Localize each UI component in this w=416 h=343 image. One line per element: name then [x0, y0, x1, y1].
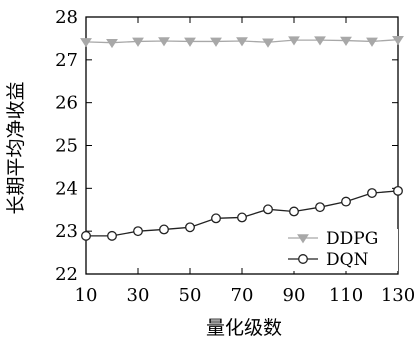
- data-point-dqn-100: [315, 202, 325, 213]
- series: [80, 35, 404, 241]
- data-point-dqn-40: [159, 224, 169, 235]
- y-tick-label-22: 22: [55, 264, 78, 285]
- x-tick-label-50: 50: [179, 285, 202, 306]
- data-point-dqn-20: [107, 230, 117, 241]
- data-point-ddpg-70: [236, 37, 248, 47]
- data-point-ddpg-30: [132, 37, 144, 47]
- y-tick-label-28: 28: [55, 7, 78, 28]
- y-tick-label-27: 27: [55, 50, 78, 71]
- data-point-ddpg-20: [106, 38, 118, 49]
- y-tick-label-26: 26: [55, 93, 78, 114]
- data-point-dqn-10: [81, 230, 91, 241]
- legend-label-dqn: DQN: [326, 250, 369, 270]
- data-point-dqn-90: [289, 206, 299, 217]
- y-axis-title: 长期平均净收益: [5, 81, 27, 214]
- data-point-dqn-60: [211, 213, 221, 224]
- data-point-ddpg-60: [210, 37, 222, 47]
- x-tick-label-70: 70: [231, 285, 254, 306]
- y-tick-label-23: 23: [55, 221, 78, 242]
- data-point-dqn-120: [367, 188, 377, 198]
- data-point-ddpg-110: [340, 36, 352, 46]
- x-tick-label-90: 90: [283, 285, 306, 306]
- legend-symbol-ddpg: [297, 234, 309, 244]
- data-point-ddpg-80: [262, 38, 274, 48]
- data-point-ddpg-100: [314, 36, 326, 46]
- legend-marker-ddpg: [297, 234, 309, 244]
- data-point-dqn-30: [133, 226, 143, 237]
- series-dqn: [81, 185, 403, 241]
- x-tick-label-110: 110: [329, 285, 363, 306]
- data-point-ddpg-40: [158, 37, 170, 47]
- x-axis-title: 量化级数: [206, 317, 282, 339]
- x-tick-label-130: 130: [381, 285, 415, 306]
- legend-marker-dqn: [298, 254, 308, 264]
- legend-symbol-dqn: [298, 254, 308, 264]
- data-point-dqn-110: [341, 196, 351, 207]
- tick-labels: 10 30 50 70 90 110 130 22 23 24 25 26 27 28: [55, 7, 415, 306]
- data-point-ddpg-90: [288, 36, 300, 46]
- data-point-ddpg-120: [366, 37, 378, 47]
- legend: DDPG DQN: [282, 229, 398, 271]
- data-point-ddpg-50: [184, 37, 196, 47]
- y-tick-label-25: 25: [55, 136, 78, 157]
- data-point-dqn-130: [393, 185, 403, 196]
- data-point-dqn-50: [185, 222, 195, 233]
- x-tick-label-10: 10: [75, 285, 98, 306]
- data-point-dqn-80: [263, 204, 273, 215]
- y-tick-label-24: 24: [55, 178, 78, 199]
- series-ddpg: [80, 35, 404, 49]
- x-tick-label-30: 30: [127, 285, 150, 306]
- data-point-dqn-70: [237, 212, 247, 223]
- data-point-ddpg-130: [392, 35, 404, 46]
- data-point-ddpg-10: [80, 38, 92, 48]
- legend-label-ddpg: DDPG: [326, 229, 378, 249]
